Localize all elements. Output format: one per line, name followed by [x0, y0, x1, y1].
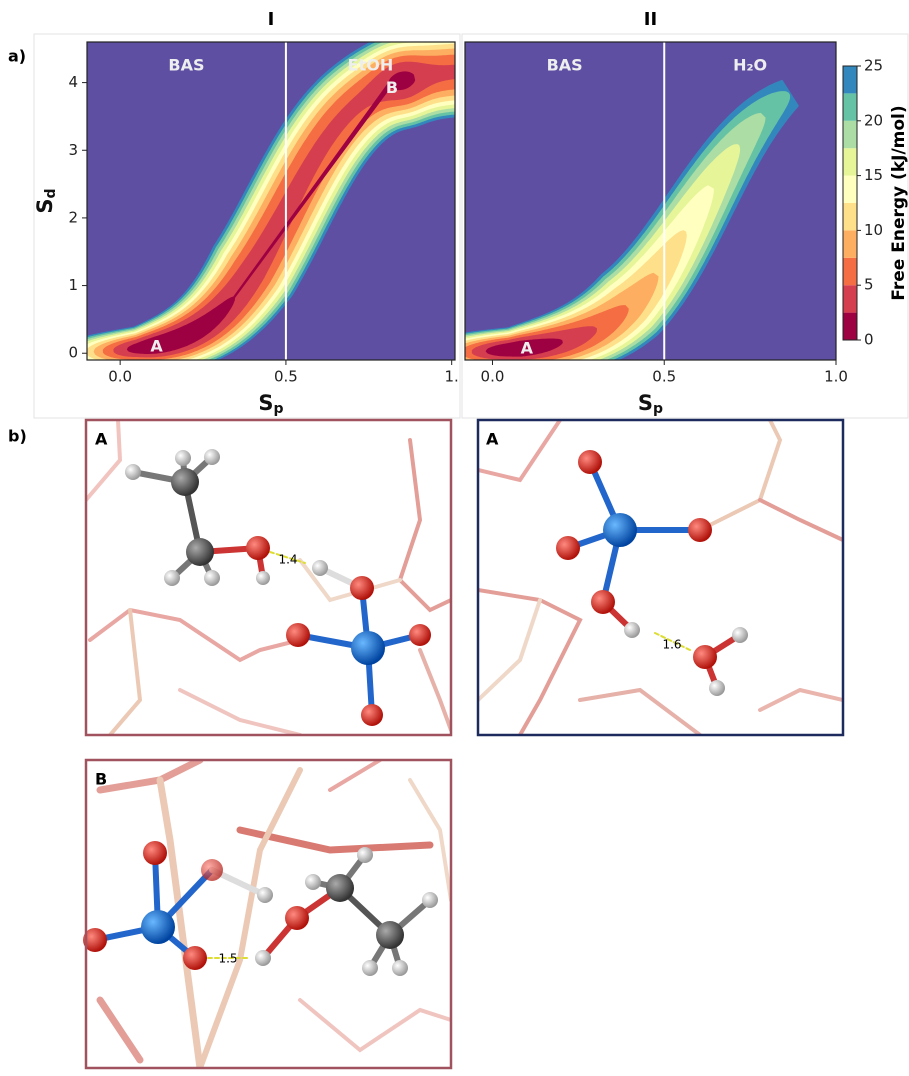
- colorbar-tick-label: 10: [864, 221, 883, 239]
- x-axis-label-main: S: [258, 391, 273, 415]
- x-axis-label: Sp: [258, 391, 283, 417]
- minimum-label: A: [150, 337, 163, 356]
- x-tick-label: 0.0: [108, 368, 132, 386]
- distance-label: 1.4: [278, 553, 297, 567]
- distance-label: 1.5: [218, 952, 237, 966]
- region-label: H₂O: [733, 56, 767, 75]
- x-tick-label: 1.0: [824, 368, 848, 386]
- colorbar-tick-label: 0: [864, 331, 874, 349]
- colorbar-label: Free Energy (kJ/mol): [889, 105, 909, 300]
- minimum-label: B: [386, 78, 398, 97]
- x-tick-label: 0.5: [274, 368, 298, 386]
- y-tick-label: 2: [68, 208, 78, 226]
- colorbar-band: [843, 313, 857, 340]
- x-axis-label-sub: p: [274, 401, 284, 417]
- structure-label: A: [486, 430, 499, 449]
- x-tick-label: 0.5: [652, 368, 676, 386]
- panel-label: b): [8, 427, 27, 446]
- x-axis-label-main: S: [638, 391, 653, 415]
- colorbar-band: [843, 258, 857, 285]
- y-tick-label: 0: [68, 344, 78, 362]
- region-label: EtOH: [348, 56, 394, 75]
- colorbar-band: [843, 121, 857, 148]
- contour-plot: [424, 42, 836, 375]
- colorbar-tick-label: 25: [864, 57, 883, 75]
- colorbar-band: [843, 148, 857, 175]
- distance-label: 1.6: [662, 638, 681, 652]
- structure-panel: [478, 420, 843, 735]
- y-tick-label: 1: [68, 276, 78, 294]
- x-tick-label: 0.0: [481, 368, 505, 386]
- region-label: BAS: [168, 56, 204, 75]
- colorbar-tick-label: 15: [864, 166, 883, 184]
- panel-label: a): [8, 47, 26, 66]
- x-tick-label: 1.: [445, 368, 459, 386]
- y-axis-label: Sd: [33, 188, 59, 213]
- colorbar-tick-label: 20: [864, 111, 883, 129]
- colorbar-tick-label: 5: [864, 276, 874, 294]
- y-tick-label: 3: [68, 141, 78, 159]
- colorbar-band: [843, 93, 857, 120]
- structure-label: B: [95, 770, 107, 789]
- contour-plot: [55, 25, 495, 372]
- chart-title: I: [268, 9, 275, 30]
- structure-panel: [83, 760, 451, 1068]
- y-axis-label-sub: d: [43, 188, 59, 198]
- chart-title: II: [644, 9, 657, 30]
- x-axis-label-sub: p: [653, 401, 663, 417]
- figure: a) b): [0, 0, 909, 1072]
- colorbar-band: [843, 66, 857, 93]
- structure-label: A: [95, 430, 108, 449]
- colorbar-band: [843, 285, 857, 312]
- colorbar-band: [843, 203, 857, 230]
- colorbar-band: [843, 230, 857, 257]
- structure-panel: [86, 420, 451, 735]
- minimum-label: A: [521, 339, 534, 358]
- y-tick-label: 4: [68, 73, 78, 91]
- colorbar-band: [843, 176, 857, 203]
- region-label: BAS: [547, 56, 583, 75]
- x-axis-label: Sp: [638, 391, 663, 417]
- y-axis-label-main: S: [33, 198, 57, 213]
